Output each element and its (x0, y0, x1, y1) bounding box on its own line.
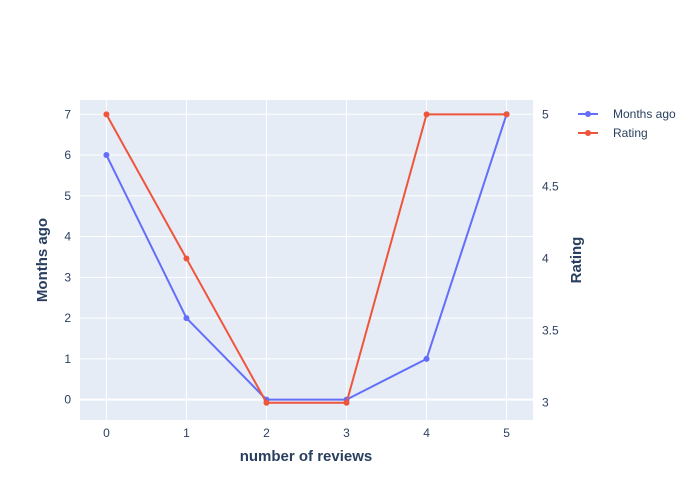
right-axis-tick-label: 3.5 (542, 324, 559, 338)
left-axis-title: Months ago (34, 218, 51, 302)
data-point-rating (423, 111, 430, 118)
data-point-rating (503, 111, 510, 118)
legend[interactable]: Months ago Rating (578, 107, 676, 140)
plot-background (80, 100, 533, 420)
left-axis-tick-label: 2 (64, 311, 71, 325)
right-axis-title: Rating (568, 237, 585, 284)
tick-labels: 0 1 2 3 4 5 0 1 2 3 4 5 6 7 3 3.5 4 4.5 5 (64, 107, 559, 440)
legend-item-rating[interactable]: Rating (578, 126, 648, 140)
left-axis-tick-label: 7 (64, 107, 71, 121)
left-axis-tick-label: 0 (64, 393, 71, 407)
right-axis-tick-label: 4 (542, 252, 549, 266)
left-axis-tick-label: 4 (64, 230, 71, 244)
series-line-months-ago (105, 113, 508, 401)
x-tick-label: 3 (343, 426, 350, 440)
right-axis-tick-label: 4.5 (542, 179, 559, 193)
left-axis-tick-label: 1 (64, 352, 71, 366)
legend-item-months-ago[interactable]: Months ago (578, 107, 676, 121)
data-point-rating (103, 111, 110, 118)
x-tick-label: 0 (103, 426, 110, 440)
x-tick-label: 2 (263, 426, 270, 440)
left-axis-tick-label: 6 (64, 148, 71, 162)
x-tick-label: 1 (183, 426, 190, 440)
legend-marker-rating (585, 130, 591, 136)
data-point-months-ago (423, 355, 430, 362)
series-line-rating (105, 113, 507, 404)
series-layer (103, 111, 510, 406)
data-point-months-ago (183, 315, 190, 322)
right-axis-tick-label: 5 (542, 107, 549, 121)
data-point-rating (263, 399, 270, 406)
left-axis-tick-label: 3 (64, 270, 71, 284)
left-axis-tick-label: 5 (64, 189, 71, 203)
data-point-rating (183, 255, 190, 262)
right-axis-tick-label: 3 (542, 396, 549, 410)
x-axis-title: number of reviews (240, 448, 373, 465)
legend-label-rating: Rating (613, 126, 648, 140)
x-tick-label: 5 (503, 426, 510, 440)
data-point-months-ago (103, 152, 110, 159)
legend-marker-months-ago (585, 111, 591, 117)
legend-label-months-ago: Months ago (613, 107, 676, 121)
x-tick-label: 4 (423, 426, 430, 440)
data-point-rating (343, 399, 350, 406)
